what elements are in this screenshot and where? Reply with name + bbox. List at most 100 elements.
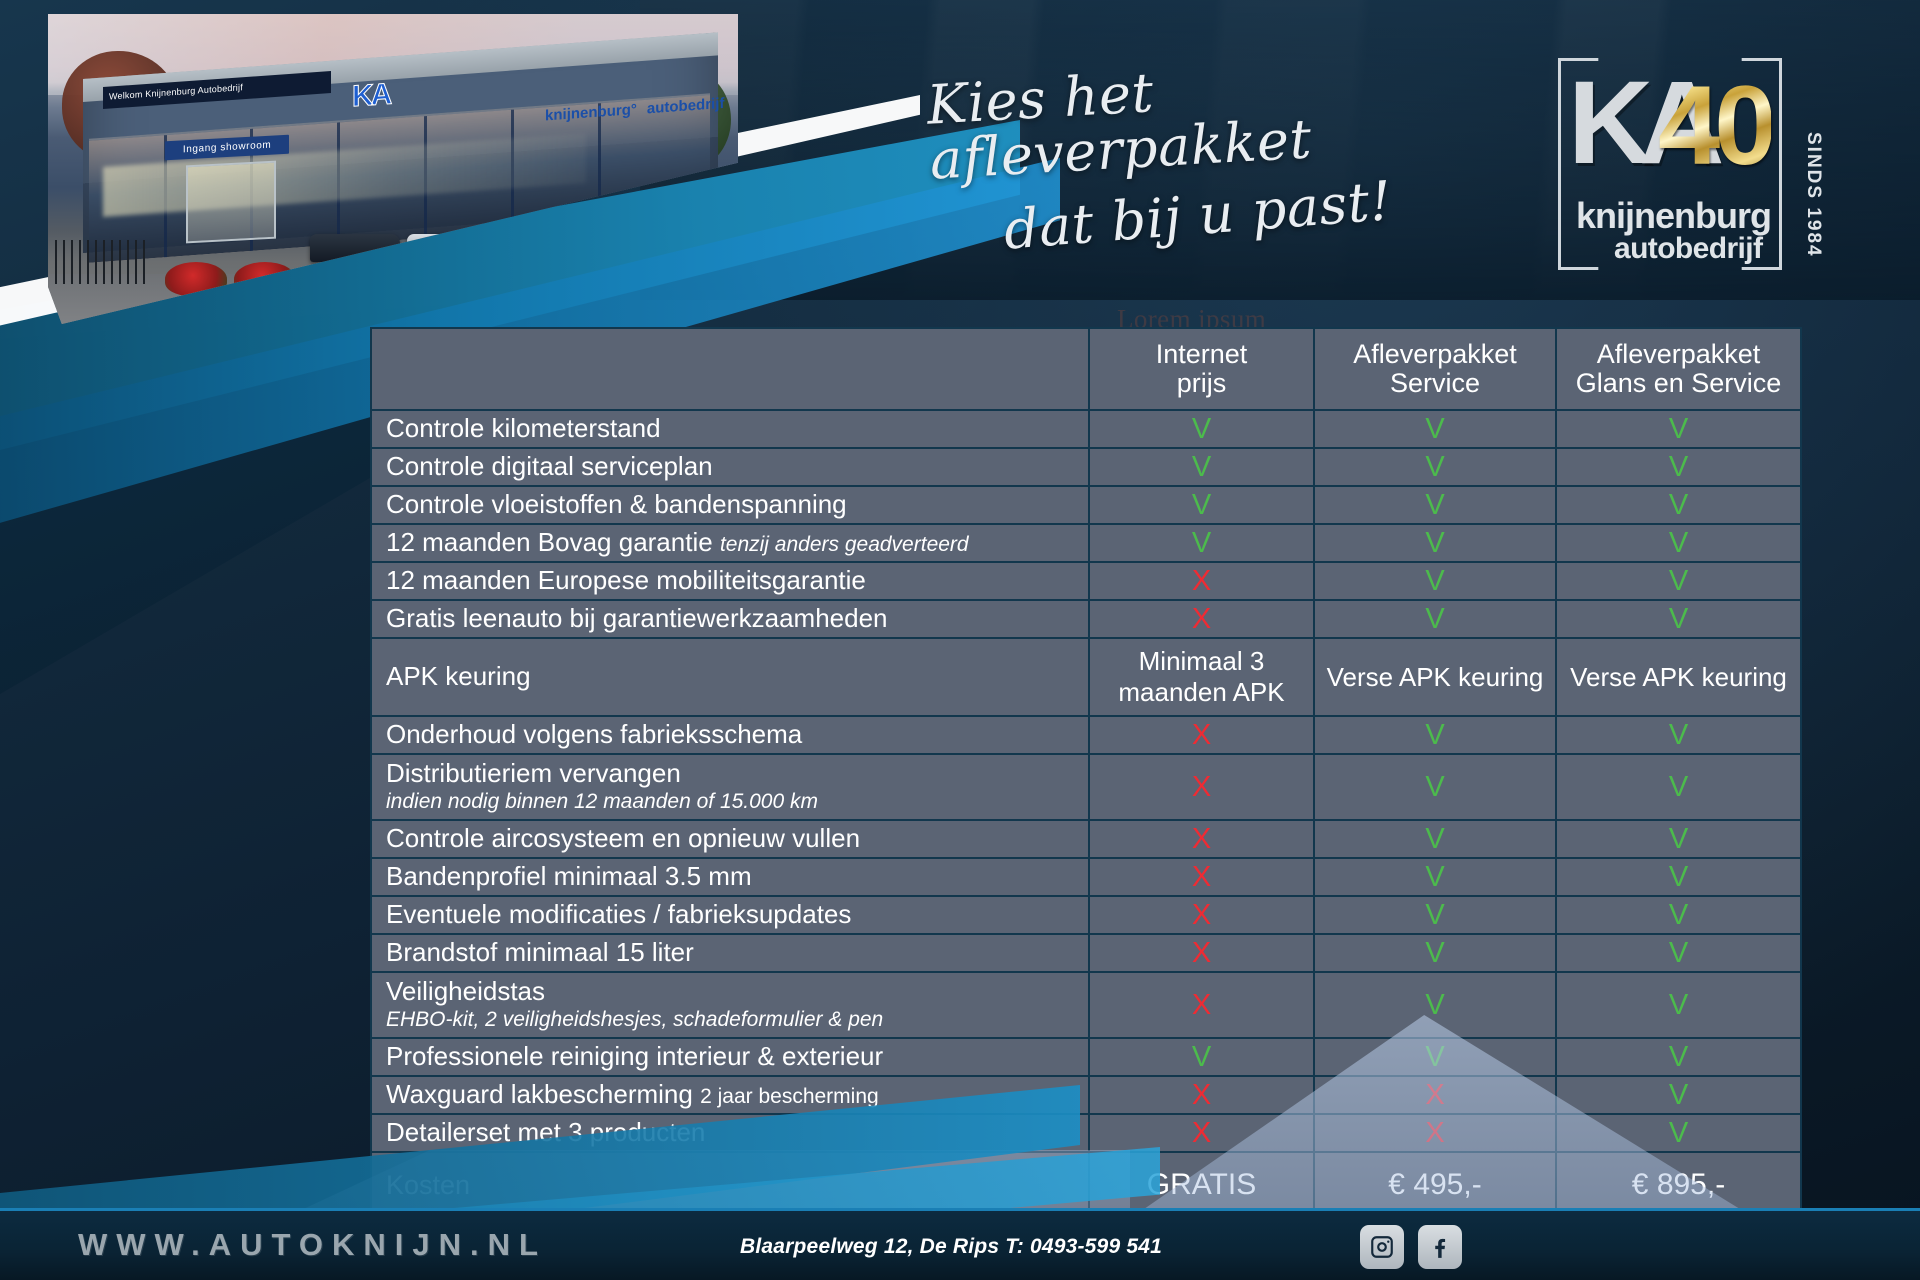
check-icon: V — [1191, 412, 1212, 445]
cross-icon: X — [1191, 1078, 1212, 1111]
car-4 — [579, 234, 649, 256]
check-icon: V — [1668, 564, 1689, 597]
footer-website[interactable]: WWW.AUTOKNIJN.NL — [78, 1227, 547, 1262]
table-row: Onderhoud volgens fabrieksschema X V V — [370, 715, 1802, 755]
fence — [54, 240, 145, 284]
table-row: Controle aircosysteem en opnieuw vullen X… — [370, 819, 1802, 859]
check-icon: V — [1668, 1040, 1689, 1073]
check-icon: V — [1191, 1040, 1212, 1073]
check-icon: V — [1668, 602, 1689, 635]
mark-yes: V — [1313, 447, 1557, 487]
header-afleverpakket-service-line1: Afleverpakket — [1353, 338, 1517, 369]
check-icon: V — [1425, 488, 1445, 521]
facebook-icon[interactable] — [1418, 1225, 1462, 1269]
row-label: Waxguard lakbescherming 2 jaar beschermi… — [370, 1075, 1090, 1115]
header-afleverpakket-glans-line1: Afleverpakket — [1596, 338, 1761, 369]
mark-yes: V — [1555, 561, 1802, 601]
check-icon: V — [1425, 564, 1445, 597]
row-label-note: 2 jaar bescherming — [700, 1085, 879, 1109]
mark-yes: V — [1313, 933, 1557, 973]
row-label-text: Brandstof minimaal 15 liter — [386, 937, 694, 968]
mark-yes: V — [1555, 971, 1802, 1039]
check-icon: V — [1191, 526, 1212, 559]
header-internet-prijs-line1: Internet — [1155, 338, 1248, 369]
row-label: Onderhoud volgens fabrieksschema — [370, 715, 1090, 755]
instagram-icon[interactable] — [1360, 1225, 1404, 1269]
table-row: Bandenprofiel minimaal 3.5 mm X V V — [370, 857, 1802, 897]
table-row: Brandstof minimaal 15 liter X V V — [370, 933, 1802, 973]
check-icon: V — [1668, 860, 1689, 893]
row-value-text: Verse APK keuring — [1555, 637, 1802, 717]
mark-yes: V — [1555, 715, 1802, 755]
row-label-text: APK keuring — [386, 661, 531, 692]
row-label-text: Onderhoud volgens fabrieksschema — [386, 719, 803, 750]
flower-pot-left — [165, 262, 228, 297]
mark-yes: V — [1555, 1113, 1802, 1153]
check-icon: V — [1191, 488, 1212, 521]
row-label-text: Waxguard lakbescherming — [386, 1079, 693, 1110]
table-row: Controle digitaal serviceplan V V V — [370, 447, 1802, 487]
logo-ka-letters: KA — [1568, 57, 1724, 189]
table-row: Gratis leenauto bij garantiewerkzaamhede… — [370, 599, 1802, 639]
mark-yes: V — [1088, 485, 1315, 525]
package-comparison-table-wrapper: Internet prijs Afleverpakket Service Afl… — [370, 327, 1802, 1219]
building-ka-logo: KA — [351, 77, 389, 114]
row-label: Bandenprofiel minimaal 3.5 mm — [370, 857, 1090, 897]
table-row: Distributieriem vervangen indien nodig bi… — [370, 753, 1802, 821]
cross-icon: X — [1191, 822, 1212, 855]
row-label-text: Professionele reiniging interieur & exte… — [386, 1041, 884, 1072]
mark-yes: V — [1313, 971, 1557, 1039]
mark-yes: V — [1088, 409, 1315, 449]
mark-yes: V — [1555, 819, 1802, 859]
mark-yes: V — [1555, 933, 1802, 973]
slogan-line-1: Kies het afleverpakket — [925, 61, 1314, 192]
check-icon: V — [1668, 898, 1689, 931]
table-row: 12 maanden Bovag garantie tenzij anders … — [370, 523, 1802, 563]
check-icon: V — [1425, 822, 1445, 855]
row-label: Controle digitaal serviceplan — [370, 447, 1090, 487]
car-1 — [310, 234, 400, 262]
mark-yes: V — [1313, 485, 1557, 525]
mark-yes: V — [1088, 523, 1315, 563]
row-label-text: Distributieriem vervangen — [386, 758, 681, 789]
cross-icon: X — [1191, 936, 1212, 969]
cross-icon: X — [1191, 602, 1212, 635]
header-internet-prijs: Internet prijs — [1088, 327, 1315, 411]
row-label-text: Gratis leenauto bij garantiewerkzaamhede… — [386, 603, 888, 634]
row-label-text: Eventuele modificaties / fabrieksupdates — [386, 899, 852, 930]
mark-no: X — [1313, 1113, 1557, 1153]
cross-icon: X — [1191, 1116, 1212, 1149]
check-icon: V — [1425, 770, 1445, 803]
check-icon: V — [1668, 1078, 1689, 1111]
mark-yes: V — [1555, 1037, 1802, 1077]
cross-icon: X — [1191, 860, 1212, 893]
row-label: Professionele reiniging interieur & exte… — [370, 1037, 1090, 1077]
car-3 — [496, 234, 566, 256]
check-icon: V — [1425, 988, 1445, 1021]
row-label-text: 12 maanden Bovag garantie — [386, 527, 713, 558]
row-label: Distributieriem vervangen indien nodig bi… — [370, 753, 1090, 821]
check-icon: V — [1668, 936, 1689, 969]
mark-no: X — [1088, 819, 1315, 859]
row-label: Controle vloeistoffen & bandenspanning — [370, 485, 1090, 525]
check-icon: V — [1668, 412, 1689, 445]
row-label: Controle aircosysteem en opnieuw vullen — [370, 819, 1090, 859]
table-row: Controle vloeistoffen & bandenspanning V V… — [370, 485, 1802, 525]
mark-yes: V — [1088, 1037, 1315, 1077]
mark-no: X — [1088, 561, 1315, 601]
check-icon: V — [1425, 602, 1445, 635]
header-afleverpakket-glans-line2: Glans en Service — [1575, 368, 1782, 398]
logo-40-anniversary: 40 — [1658, 63, 1777, 188]
mark-yes: V — [1555, 895, 1802, 935]
mark-no: X — [1088, 1113, 1315, 1153]
check-icon: V — [1425, 526, 1445, 559]
package-comparison-table: Internet prijs Afleverpakket Service Afl… — [370, 327, 1802, 1219]
cross-icon: X — [1191, 564, 1212, 597]
check-icon: V — [1668, 488, 1689, 521]
table-header-row: Internet prijs Afleverpakket Service Afl… — [370, 327, 1802, 411]
table-row: Detailerset met 3 producten X X V — [370, 1113, 1802, 1153]
row-label-text: Controle vloeistoffen & bandenspanning — [386, 489, 847, 520]
header-afleverpakket-glans-en-service: Afleverpakket Glans en Service — [1555, 327, 1802, 411]
mark-yes: V — [1313, 409, 1557, 449]
